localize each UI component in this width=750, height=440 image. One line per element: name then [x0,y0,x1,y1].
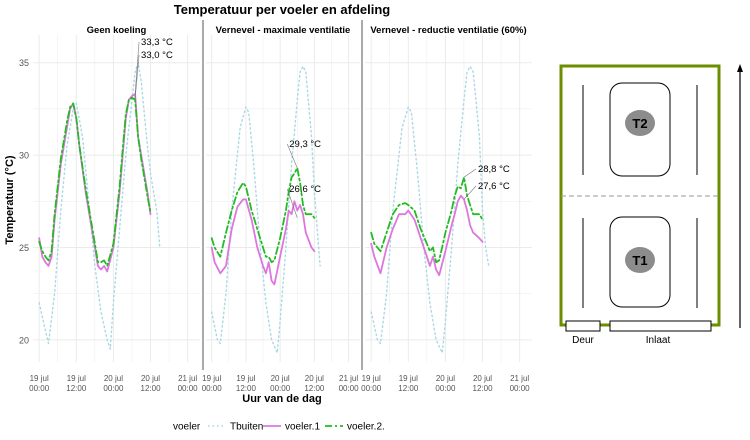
x-tick-label-line: 19 jul [236,374,255,383]
chart-title: Temperatuur per voeler en afdeling [174,2,391,17]
x-tick-label: 19 jul 12:00 [398,374,419,393]
x-tick-label: 19 jul 00:00 [202,374,223,393]
annotation-leader [134,54,140,100]
x-tick-label-line: 12:00 [66,384,87,393]
y-tick-label: 30 [19,151,29,161]
series-line-voeler1 [210,198,316,286]
annotation-label: 33,0 °C [141,50,173,61]
x-tick-label: 20 jul 00:00 [435,374,456,393]
x-tick-label: 20 jul 12:00 [304,374,325,393]
chart-panel: Vernevel - reductie ventilatie (60%) 19 j… [361,20,532,393]
legend-label: Tbuiten [230,422,263,433]
annotation-leader [463,168,477,178]
x-tick-label-line: 21 jul [339,374,358,383]
x-tick-label-line: 12:00 [304,384,325,393]
stable-layout-diagram: T2 T1 Deur Inlaat [559,64,743,346]
series-line-tbuiten [211,65,321,354]
annotation-leader [463,185,477,200]
x-tick-label-line: 19 jul [30,374,49,383]
annotation-label: 29,3 °C [289,139,321,150]
series-line-voeler2 [38,96,152,267]
door-box [565,320,601,332]
annotation-leader [286,143,298,169]
panel-title: Geen koeling [87,25,147,36]
legend-title: voeler [173,422,201,433]
sensor-t1-marker [625,247,655,273]
y-tick-label: 25 [19,243,29,253]
annotation-label: 28,8 °C [478,164,510,175]
x-tick-label-line: 00:00 [29,384,50,393]
x-tick-label-line: 19 jul [67,374,86,383]
x-tick-label-line: 21 jul [510,374,529,383]
annotation-label: 26,6 °C [289,184,321,195]
chart-legend: voeler Tbuiten voeler.1 voeler.2. [173,422,385,433]
x-axis-label: Uur van de dag [242,393,321,405]
x-tick-label-line: 19 jul [399,374,418,383]
x-tick-label-line: 20 jul [271,374,290,383]
x-tick-label-line: 00:00 [339,384,360,393]
x-tick-label-line: 20 jul [473,374,492,383]
x-tick-label-line: 00:00 [178,384,199,393]
x-tick-label-line: 00:00 [103,384,124,393]
y-tick-label: 20 [19,335,29,345]
annotation-leader [286,188,298,218]
series-line-tbuiten [38,62,161,350]
x-tick-label-line: 12:00 [236,384,257,393]
pen-lower [609,216,671,308]
direction-arrowhead [737,64,743,72]
legend-label: voeler.2. [347,422,385,433]
x-tick-label-line: 20 jul [104,374,123,383]
x-tick-label: 20 jul 12:00 [141,374,162,393]
x-tick-label: 21 jul 00:00 [178,374,199,393]
x-tick-label-line: 00:00 [361,384,382,393]
panel-title: Vernevel - maximale ventilatie [216,25,351,36]
x-tick-label-line: 20 jul [305,374,324,383]
sensor-t2-marker [625,110,655,136]
x-tick-label-line: 00:00 [510,384,531,393]
x-tick-label: 19 jul 12:00 [66,374,87,393]
y-axis-label: Temperatuur (°C) [4,155,16,244]
x-tick-label: 21 jul 00:00 [510,374,531,393]
series-line-tbuiten [370,65,490,354]
door-label: Deur [572,335,594,346]
x-tick-label-line: 12:00 [141,384,162,393]
x-tick-label-line: 21 jul [178,374,197,383]
x-tick-label-line: 20 jul [436,374,455,383]
x-tick-label-line: 00:00 [270,384,291,393]
x-tick-label-line: 00:00 [435,384,456,393]
legend-label: voeler.1 [285,422,320,433]
x-tick-label-line: 20 jul [141,374,160,383]
series-line-voeler2 [370,176,484,264]
sensor-t1-label: T1 [632,253,647,268]
x-tick-label: 20 jul 00:00 [103,374,124,393]
annotation-leader [134,41,140,95]
x-tick-label: 19 jul 00:00 [29,374,50,393]
x-tick-label-line: 19 jul [202,374,221,383]
x-tick-label: 19 jul 12:00 [236,374,257,393]
panel-title: Vernevel - reductie ventilatie (60%) [370,25,526,36]
compartment-outline [559,64,721,327]
sensor-t2-label: T2 [632,116,647,131]
y-tick-label: 35 [19,58,29,68]
series-line-voeler2 [210,167,316,264]
inlet-box [609,320,712,332]
x-tick-label-line: 12:00 [398,384,419,393]
annotation-label: 27,6 °C [478,181,510,192]
pen-upper [609,82,671,177]
x-tick-label: 21 jul 00:00 [339,374,360,393]
series-line-voeler1 [370,194,484,277]
inlet-label: Inlaat [646,335,671,346]
x-tick-label-line: 00:00 [202,384,223,393]
annotation-label: 33,3 °C [141,37,173,48]
x-tick-label: 19 jul 00:00 [361,374,382,393]
x-tick-label: 20 jul 12:00 [473,374,494,393]
x-tick-label-line: 19 jul [362,374,381,383]
x-tick-label-line: 12:00 [473,384,494,393]
x-tick-label: 20 jul 00:00 [270,374,291,393]
